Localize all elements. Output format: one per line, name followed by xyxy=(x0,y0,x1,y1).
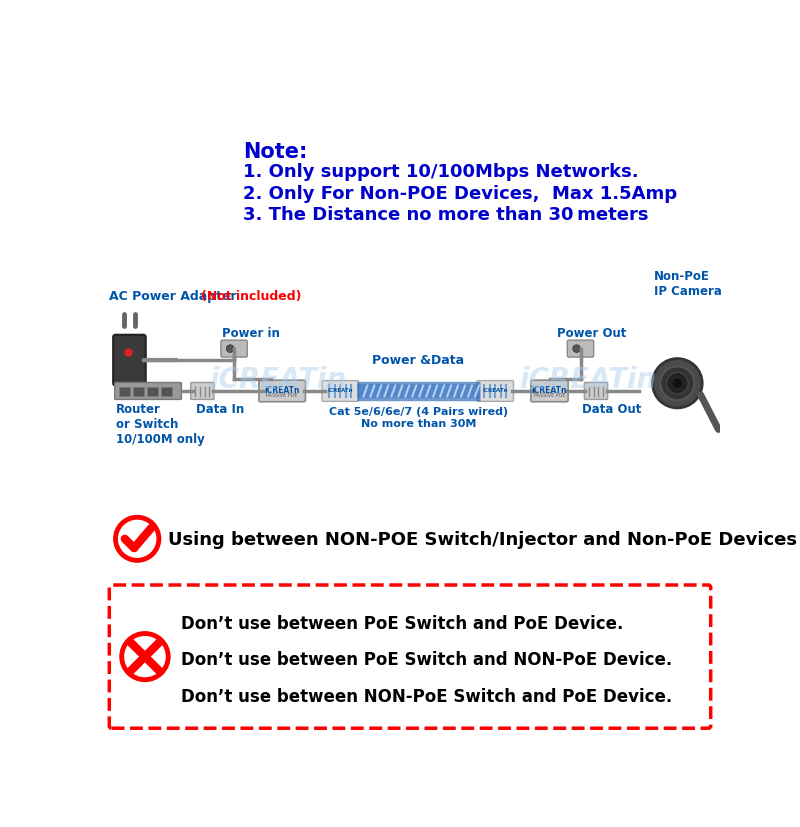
Text: PASSIVE POE: PASSIVE POE xyxy=(534,393,566,398)
Text: Data Out: Data Out xyxy=(582,402,642,415)
Circle shape xyxy=(115,518,159,561)
Bar xyxy=(134,388,144,397)
FancyBboxPatch shape xyxy=(113,335,146,386)
Text: iCREATin: iCREATin xyxy=(520,366,657,394)
Text: iCREATin: iCREATin xyxy=(210,366,347,394)
FancyBboxPatch shape xyxy=(190,383,214,400)
Text: Don’t use between PoE Switch and PoE Device.: Don’t use between PoE Switch and PoE Dev… xyxy=(182,614,624,633)
Circle shape xyxy=(226,346,234,353)
Text: Non-PoE
IP Camera: Non-PoE IP Camera xyxy=(654,270,722,298)
Text: Cat 5e/6/6e/7 (4 Pairs wired)
No more than 30M: Cat 5e/6/6e/7 (4 Pairs wired) No more th… xyxy=(329,407,508,428)
Circle shape xyxy=(122,633,168,680)
FancyBboxPatch shape xyxy=(259,380,306,402)
Text: iCREATn: iCREATn xyxy=(482,388,508,393)
FancyBboxPatch shape xyxy=(584,383,608,400)
Text: iCREATn: iCREATn xyxy=(264,385,300,394)
Text: 3. The Distance no more than 30 meters: 3. The Distance no more than 30 meters xyxy=(243,206,649,224)
FancyBboxPatch shape xyxy=(322,381,358,402)
FancyBboxPatch shape xyxy=(110,586,710,729)
Text: Don’t use between PoE Switch and NON-PoE Device.: Don’t use between PoE Switch and NON-PoE… xyxy=(182,651,673,669)
Bar xyxy=(147,388,158,397)
FancyBboxPatch shape xyxy=(221,341,247,357)
Text: Power &Data: Power &Data xyxy=(373,354,465,367)
Text: iCREATn: iCREATn xyxy=(327,388,353,393)
FancyBboxPatch shape xyxy=(567,341,594,357)
Circle shape xyxy=(660,367,694,401)
Text: Note:: Note: xyxy=(243,141,308,161)
Circle shape xyxy=(666,373,688,394)
Text: Router
or Switch
10/100M only: Router or Switch 10/100M only xyxy=(115,402,204,445)
FancyBboxPatch shape xyxy=(531,380,568,402)
Circle shape xyxy=(573,346,581,353)
Text: 2. Only For Non-POE Devices,  Max 1.5Amp: 2. Only For Non-POE Devices, Max 1.5Amp xyxy=(243,184,678,203)
Text: Power in: Power in xyxy=(222,326,280,339)
Text: (Not included): (Not included) xyxy=(201,290,302,303)
Text: PASSIVE POE: PASSIVE POE xyxy=(266,393,298,398)
FancyBboxPatch shape xyxy=(114,383,182,400)
Circle shape xyxy=(653,359,702,409)
Text: AC Power Adapter: AC Power Adapter xyxy=(110,290,242,303)
FancyBboxPatch shape xyxy=(477,381,514,402)
Bar xyxy=(119,388,130,397)
Text: iCREATn: iCREATn xyxy=(532,385,567,394)
Text: Don’t use between NON-PoE Switch and PoE Device.: Don’t use between NON-PoE Switch and PoE… xyxy=(182,686,673,705)
Bar xyxy=(162,388,172,397)
Text: Using between NON-POE Switch/Injector and Non-PoE Devices: Using between NON-POE Switch/Injector an… xyxy=(168,530,797,548)
Circle shape xyxy=(672,379,683,390)
Text: 1. Only support 10/100Mbps Networks.: 1. Only support 10/100Mbps Networks. xyxy=(243,163,639,181)
Text: Power Out: Power Out xyxy=(558,326,626,339)
Text: Data In: Data In xyxy=(196,402,244,415)
